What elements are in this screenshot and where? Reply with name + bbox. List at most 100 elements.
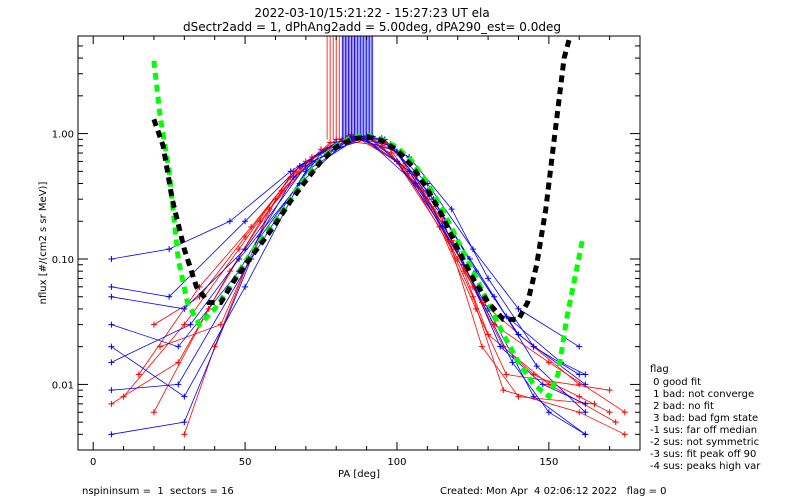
data-point-marker <box>530 393 537 400</box>
data-point-marker <box>576 381 583 388</box>
data-point-marker <box>533 363 540 370</box>
data-point-marker <box>545 359 552 366</box>
footer-left: nspininsum = 1 sectors = 16 <box>82 486 234 497</box>
data-point-marker <box>108 359 115 366</box>
data-point-marker <box>108 256 115 263</box>
data-point-marker <box>205 305 212 312</box>
data-point-marker <box>418 187 425 194</box>
blue-sector-curve <box>111 138 586 375</box>
data-point-marker <box>187 321 194 328</box>
blue-sector-curve <box>111 135 586 405</box>
data-point-marker <box>539 381 546 388</box>
flag-legend-item: 3 bad: bad fgm state <box>650 413 758 424</box>
data-point-marker <box>135 371 142 378</box>
x-tick-label: 0 <box>90 457 96 468</box>
data-point-marker <box>217 321 224 328</box>
red-sector-curve <box>183 137 595 435</box>
data-point-marker <box>108 283 115 290</box>
blue-sector-curve <box>111 137 586 385</box>
data-point-marker <box>150 409 157 416</box>
data-point-marker <box>497 343 504 350</box>
red-sector-curve <box>138 140 626 413</box>
data-point-marker <box>181 321 188 328</box>
data-point-marker <box>621 409 628 416</box>
y-tick-label: 0.10 <box>52 255 74 266</box>
chart-subtitle: dSectr2add = 1, dPhAng2add = 5.00deg, dP… <box>183 20 561 34</box>
y-axis-label: nflux [#/(cm2 s sr MeV)] <box>38 182 49 305</box>
data-point-marker <box>530 343 537 350</box>
flag-legend-item: 1 bad: not converge <box>650 389 754 400</box>
data-point-marker <box>242 283 249 290</box>
data-point-marker <box>108 321 115 328</box>
data-point-marker <box>576 393 583 400</box>
data-point-marker <box>296 163 303 170</box>
data-point-marker <box>308 158 315 165</box>
data-point-marker <box>503 313 510 320</box>
data-point-marker <box>211 343 218 350</box>
data-point-marker <box>503 371 510 378</box>
data-point-marker <box>242 218 249 225</box>
data-point-marker <box>287 168 294 175</box>
data-point-marker <box>469 246 476 253</box>
flag-legend: flag 0 good fit 1 bad: not converge 2 ba… <box>650 364 761 472</box>
data-point-marker <box>278 187 285 194</box>
chart-title: 2022-03-10/15:21:22 - 15:27:23 UT ela <box>254 6 489 20</box>
data-point-marker <box>582 431 589 438</box>
data-point-marker <box>500 387 507 394</box>
data-point-marker <box>406 168 413 175</box>
data-point-marker <box>120 393 127 400</box>
data-point-marker <box>108 400 115 407</box>
data-point-marker <box>591 400 598 407</box>
data-point-marker <box>327 139 334 146</box>
data-point-marker <box>166 246 173 253</box>
data-point-marker <box>582 371 589 378</box>
data-point-marker <box>157 343 164 350</box>
axis-ticks: 0 50 100 150 0.01 0.10 1.00 <box>52 35 640 468</box>
data-point-marker <box>576 371 583 378</box>
data-point-marker <box>248 223 255 230</box>
data-point-marker <box>108 293 115 300</box>
flag-legend-item: -4 sus: peaks high var <box>650 461 761 472</box>
data-point-marker <box>181 305 188 312</box>
data-curves <box>111 134 626 435</box>
data-point-marker <box>378 142 385 149</box>
data-point-marker <box>479 343 486 350</box>
data-point-marker <box>181 431 188 438</box>
data-point-marker <box>472 305 479 312</box>
data-point-marker <box>515 393 522 400</box>
blue-sector-curve <box>111 136 586 413</box>
data-point-marker <box>606 387 613 394</box>
data-point-marker <box>485 275 492 282</box>
data-point-marker <box>491 293 498 300</box>
data-point-marker <box>515 331 522 338</box>
data-point-marker <box>175 359 182 366</box>
data-point-marker <box>181 393 188 400</box>
data-point-marker <box>175 381 182 388</box>
data-point-marker <box>448 246 455 253</box>
x-tick-label: 50 <box>239 457 252 468</box>
data-point-marker <box>150 321 157 328</box>
flag-legend-item: -3 sus: fit peak off 90 <box>650 449 756 460</box>
data-point-marker <box>515 305 522 312</box>
data-point-marker <box>272 196 279 203</box>
data-point-marker <box>448 206 455 213</box>
blue-sector-curve <box>111 138 586 435</box>
data-point-marker <box>576 343 583 350</box>
data-point-marker <box>302 163 309 170</box>
data-point-marker <box>108 387 115 394</box>
footer-right: Created: Mon Apr 4 02:06:12 2022 flag = … <box>440 486 667 497</box>
data-point-marker <box>290 174 297 181</box>
data-point-marker <box>181 419 188 426</box>
data-point-marker <box>318 150 325 157</box>
y-tick-label: 1.00 <box>52 130 74 141</box>
data-point-marker <box>479 299 486 306</box>
data-point-marker <box>606 409 613 416</box>
data-point-marker <box>621 431 628 438</box>
red-sector-curve <box>111 138 580 405</box>
data-point-marker <box>236 246 243 253</box>
data-point-marker <box>491 321 498 328</box>
data-point-marker <box>509 359 516 366</box>
data-point-marker <box>454 256 461 263</box>
data-point-marker <box>175 343 182 350</box>
